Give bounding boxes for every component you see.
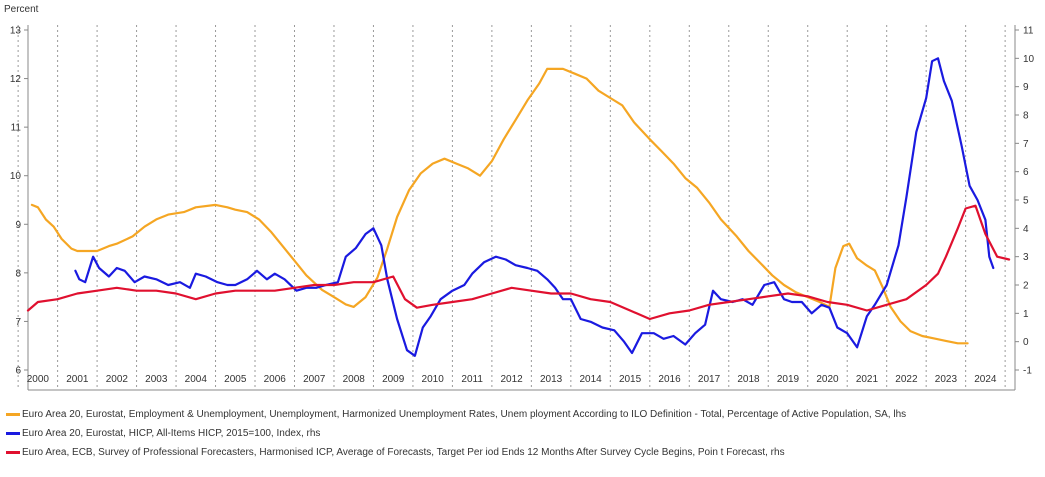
x-tick-label: 2023 xyxy=(935,374,958,385)
y-left-tick-label: 11 xyxy=(11,123,22,134)
y-right-tick-label: 10 xyxy=(1023,54,1035,65)
y-right-tick-label: 8 xyxy=(1023,111,1029,122)
x-tick-label: 2019 xyxy=(777,374,800,385)
legend-label-hicp: Euro Area 20, Eurostat, HICP, All-Items … xyxy=(22,428,321,439)
legend-label-unemployment: Euro Area 20, Eurostat, Employment & Une… xyxy=(22,409,907,420)
legend-item: Euro Area, ECB, Survey of Professional F… xyxy=(6,443,906,462)
legend: Euro Area 20, Eurostat, Employment & Une… xyxy=(6,405,906,462)
series-line-unemployment xyxy=(30,67,969,345)
y-left-title: Percent xyxy=(4,4,39,15)
series-line-hicp xyxy=(74,57,995,357)
x-tick-label: 2010 xyxy=(422,374,445,385)
x-tick-label: 2006 xyxy=(264,374,287,385)
y-right-tick-label: 2 xyxy=(1023,281,1029,292)
x-tick-label: 2009 xyxy=(382,374,405,385)
x-tick-label: 2021 xyxy=(856,374,879,385)
legend-swatch-unemployment xyxy=(6,413,20,416)
series-line-spf-forecast xyxy=(26,204,1011,321)
y-right-tick-label: 7 xyxy=(1023,139,1029,150)
y-right-tick-label: 9 xyxy=(1023,82,1029,93)
x-tick-label: 2011 xyxy=(461,374,483,385)
x-tick-label: 2017 xyxy=(698,374,721,385)
x-tick-label: 2003 xyxy=(145,374,168,385)
axis-layer: 2000 2001 2002 2003 2004 2005 2006 2007 2008 2009… xyxy=(10,25,1035,391)
y-right-tick-label: 1 xyxy=(1023,309,1029,320)
chart-svg: Percent 2000 2001 2002 2003 2004 2005 2006 2007… xyxy=(4,4,1035,391)
y-right-tick-label: 5 xyxy=(1023,196,1029,207)
y-left-tick-label: 13 xyxy=(10,26,22,37)
x-tick-label: 2001 xyxy=(66,374,89,385)
x-tick-label: 2018 xyxy=(737,374,760,385)
x-tick-label: 2020 xyxy=(816,374,839,385)
y-right-tick-label: 0 xyxy=(1023,337,1029,348)
x-tick-label: 2005 xyxy=(224,374,247,385)
x-tick-label: 2016 xyxy=(658,374,681,385)
y-right-tick-label: 4 xyxy=(1023,224,1029,235)
legend-swatch-hicp xyxy=(6,432,20,435)
y-left-tick-label: 7 xyxy=(15,317,21,328)
x-tick-label: 2014 xyxy=(579,374,602,385)
x-tick-label: 2000 xyxy=(27,374,50,385)
x-tick-label: 2024 xyxy=(974,374,997,385)
x-tick-label: 2002 xyxy=(106,374,129,385)
grid-layer xyxy=(17,25,1006,390)
y-left-tick-label: 10 xyxy=(10,171,22,182)
x-tick-label: 2013 xyxy=(540,374,563,385)
y-right-tick-label: 6 xyxy=(1023,167,1029,178)
y-right-tick-label: 3 xyxy=(1023,252,1029,263)
legend-item: Euro Area 20, Eurostat, HICP, All-Items … xyxy=(6,424,906,443)
y-right-tick-label: -1 xyxy=(1023,366,1032,377)
series-layer xyxy=(26,57,1011,357)
x-tick-label: 2007 xyxy=(303,374,326,385)
y-left-tick-label: 8 xyxy=(15,268,21,279)
x-tick-label: 2004 xyxy=(185,374,208,385)
y-right-tick-label: 11 xyxy=(1023,26,1034,37)
x-tick-label: 2022 xyxy=(895,374,918,385)
legend-swatch-spf xyxy=(6,451,20,454)
legend-label-spf: Euro Area, ECB, Survey of Professional F… xyxy=(22,447,785,458)
legend-item: Euro Area 20, Eurostat, Employment & Une… xyxy=(6,405,906,424)
x-tick-label: 2015 xyxy=(619,374,642,385)
y-left-tick-label: 12 xyxy=(10,74,22,85)
x-tick-label: 2012 xyxy=(501,374,524,385)
y-left-tick-label: 9 xyxy=(15,220,21,231)
y-left-tick-label: 6 xyxy=(15,366,21,377)
x-tick-label: 2008 xyxy=(343,374,366,385)
